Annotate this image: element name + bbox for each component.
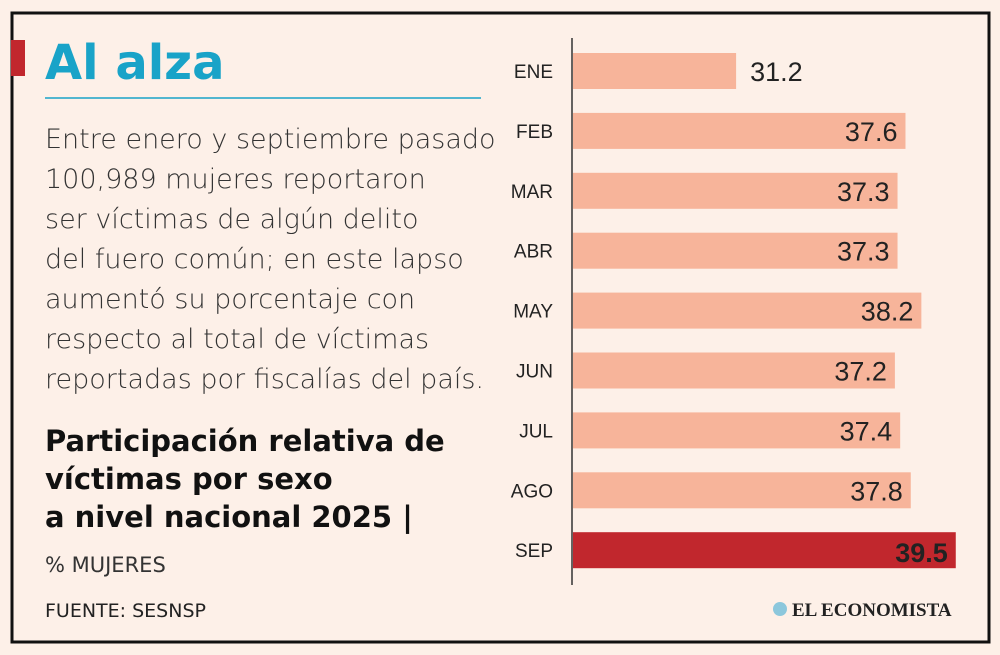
- source: FUENTE: SESNSP: [45, 600, 206, 622]
- body-line: Entre enero y septiembre pasado: [45, 124, 496, 155]
- value-label: 37.6: [845, 117, 898, 147]
- category-label: FEB: [516, 122, 553, 143]
- value-label: 37.4: [840, 416, 893, 446]
- category-label: JUN: [516, 362, 553, 383]
- bar: [573, 53, 737, 89]
- brand: EL ECONOMISTA: [792, 600, 952, 621]
- title-line: a nivel nacional 2025 |: [45, 500, 413, 534]
- value-label: 39.5: [895, 538, 948, 568]
- value-label: 31.2: [750, 57, 803, 87]
- category-label: ENE: [514, 62, 553, 83]
- body-line: reportadas por fiscalías del país.: [45, 364, 484, 395]
- value-label: 37.3: [837, 177, 890, 207]
- headline: Al alza: [45, 35, 224, 91]
- value-label: 37.3: [837, 237, 890, 267]
- bar: [573, 532, 956, 569]
- chart-subtitle: % MUJERES: [45, 553, 166, 577]
- body-text: Entre enero y septiembre pasado 100,989 m…: [45, 124, 496, 395]
- body-line: respecto al total de víctimas: [45, 324, 429, 355]
- value-label: 37.8: [850, 476, 903, 506]
- accent: [11, 40, 25, 76]
- bar: [573, 472, 911, 509]
- bar: [573, 352, 895, 389]
- title-line: víctimas por sexo: [45, 462, 333, 496]
- body-line: ser víctimas de algún delito: [45, 204, 419, 235]
- body-line: aumentó su porcentaje con: [45, 284, 415, 315]
- bar: [573, 292, 922, 329]
- value-label: 37.2: [834, 357, 887, 387]
- category-label: ABR: [514, 242, 553, 263]
- category-label: MAY: [513, 302, 553, 323]
- frame: [10, 11, 991, 644]
- logo-icon: [773, 602, 787, 616]
- title-line: Participación relativa de: [45, 424, 445, 458]
- bar: [573, 112, 906, 149]
- category-label: AGO: [511, 481, 553, 502]
- category-label: JUL: [519, 421, 553, 442]
- chart-title: Participación relativa de víctimas por se…: [45, 424, 445, 534]
- category-label: SEP: [515, 541, 553, 562]
- body-line: del fuero común; en este lapso: [45, 244, 464, 275]
- value-label: 38.2: [861, 297, 914, 327]
- bar: [573, 412, 901, 449]
- category-label: MAR: [511, 182, 553, 203]
- bar: [573, 172, 898, 209]
- body-line: 100,989 mujeres reportaron: [45, 164, 426, 195]
- bar: [573, 232, 898, 269]
